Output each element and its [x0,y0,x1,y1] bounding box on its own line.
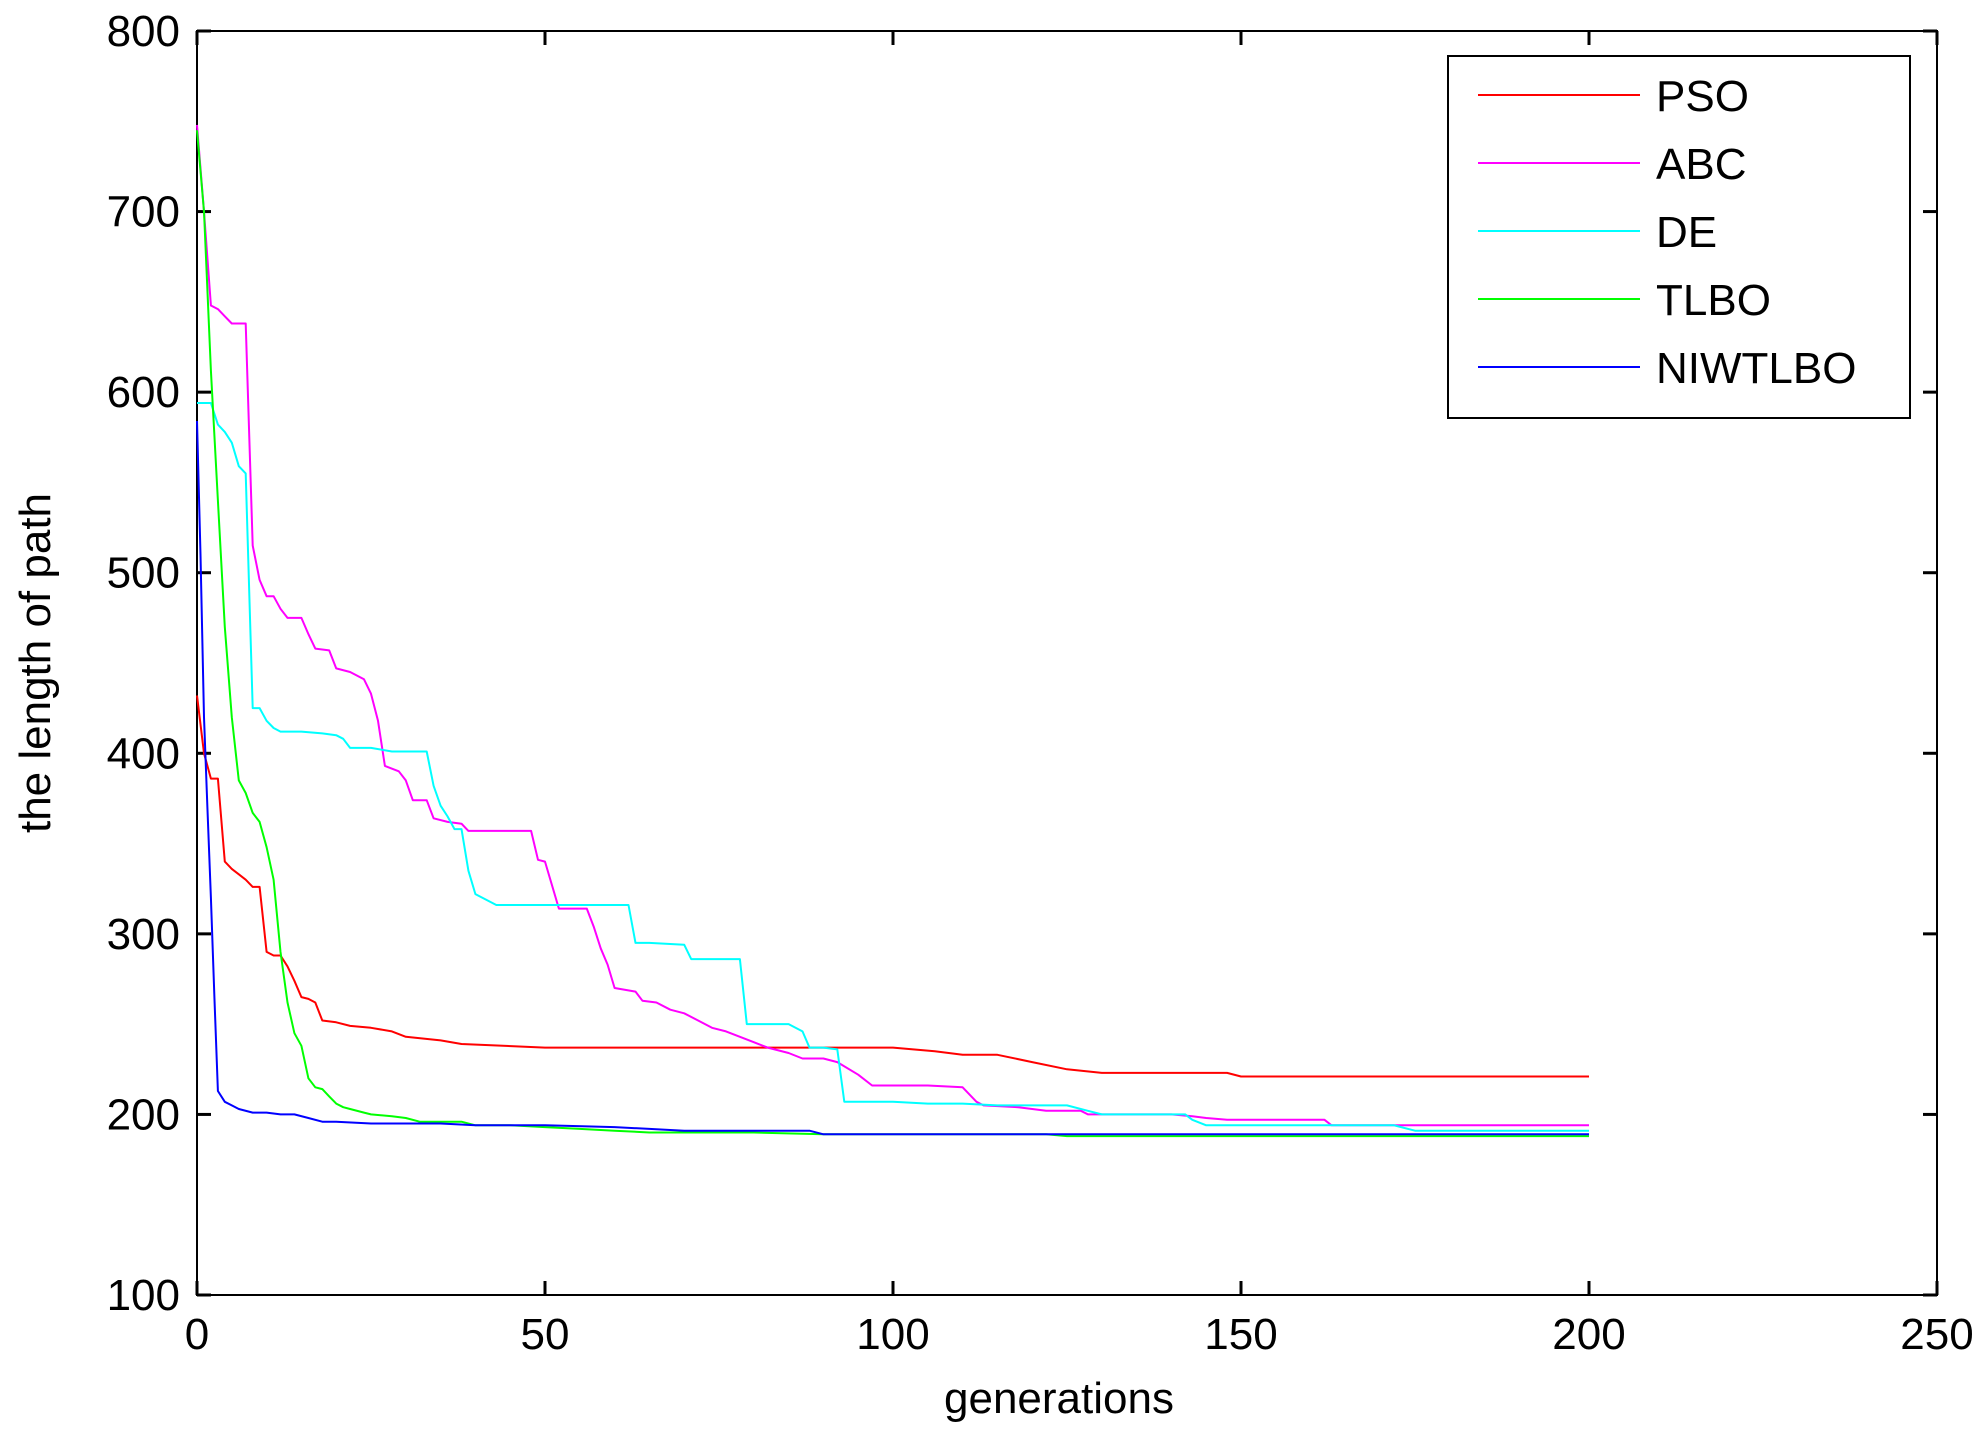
y-tick-label: 400 [107,729,180,778]
x-tick-label: 50 [521,1310,570,1359]
x-tick-label: 250 [1900,1310,1973,1359]
legend-label: PSO [1656,72,1749,121]
y-tick-label: 600 [107,368,180,417]
series-line-niwtlbo [196,420,1589,1136]
x-tick-label: 150 [1204,1310,1277,1359]
x-axis-label: generations [944,1374,1174,1423]
y-tick-label: 200 [107,1090,180,1139]
series-line-abc [196,124,1589,1127]
series-line-pso [196,695,1589,1078]
y-tick-label: 100 [107,1271,180,1320]
x-tick-label: 0 [185,1310,209,1359]
tick-labels: 0 50 100 150 200 250 100 200 300 400 500 600 700 800 [107,7,1974,1359]
legend-label: ABC [1656,140,1746,189]
series-line-de [197,402,1589,1132]
y-axis-label: the length of path [11,493,60,833]
y-tick-label: 700 [107,188,180,237]
series-lines [196,124,1589,1138]
x-tick-label: 200 [1552,1310,1625,1359]
legend-entries: PSO ABC DE TLBO NIWTLBO [1478,72,1856,393]
legend-box [1447,55,1911,419]
legend-label: TLBO [1656,276,1771,325]
x-tick-label: 100 [856,1310,929,1359]
legend-label: DE [1656,208,1717,257]
y-tick-label: 300 [107,910,180,959]
y-tick-label: 800 [107,7,180,56]
legend: PSO ABC DE TLBO NIWTLBO [1447,55,1911,419]
legend-label: NIWTLBO [1656,344,1856,393]
y-tick-label: 500 [107,549,180,598]
